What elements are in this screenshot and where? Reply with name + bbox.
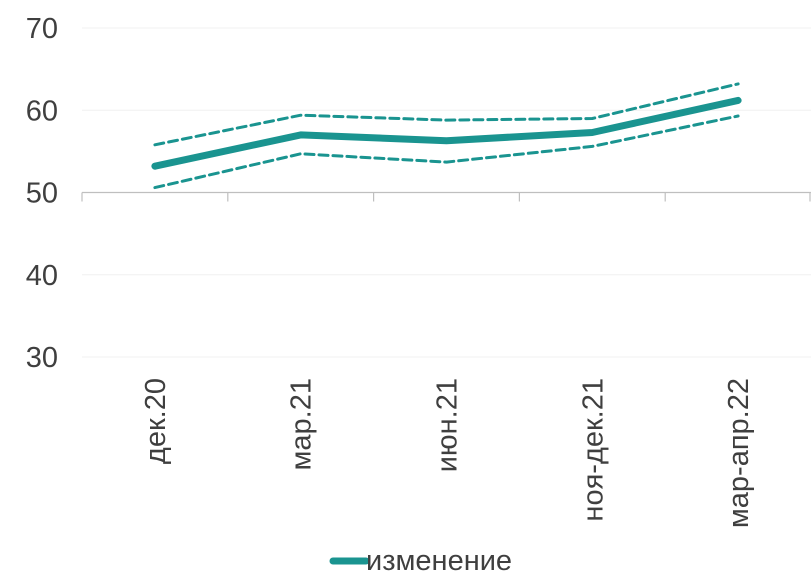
series-line-izmenenie [151, 96, 742, 170]
y-tick-label: 50 [26, 178, 58, 210]
y-tick-label: 70 [26, 13, 58, 45]
x-tick-label: мар-апр.22 [723, 378, 755, 528]
legend: изменение [329, 545, 512, 573]
legend-label-izmenenie: изменение [366, 545, 512, 573]
y-tick-label: 40 [26, 260, 58, 292]
x-tick-label: дек.20 [140, 378, 172, 464]
x-axis-tick-labels: дек.20 мар.21 июн.21 ноя-дек.21 мар-апр.22 [140, 378, 755, 528]
x-tick-label: ноя-дек.21 [577, 378, 609, 522]
series-lines [151, 82, 742, 190]
x-axis [81, 191, 811, 202]
series-line-lower-bound [153, 114, 740, 190]
y-tick-label: 60 [26, 95, 58, 127]
x-tick-label: мар.21 [286, 378, 318, 471]
series-line-upper-bound [153, 82, 740, 147]
x-tick-label: июн.21 [432, 378, 464, 472]
y-axis-tick-labels: 70 60 50 40 30 [26, 13, 58, 374]
y-tick-label: 30 [26, 342, 58, 374]
